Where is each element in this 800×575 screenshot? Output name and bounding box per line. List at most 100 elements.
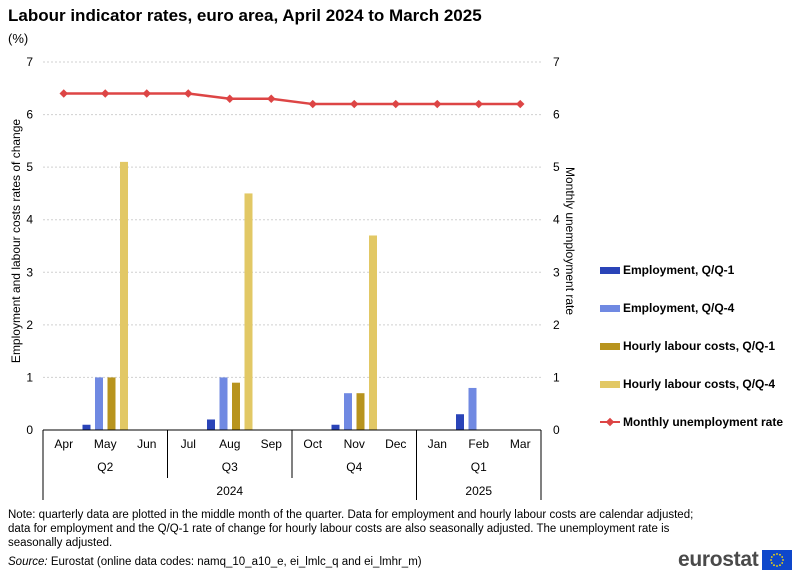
flag-star bbox=[770, 559, 773, 561]
legend-item: Monthly unemployment rate bbox=[600, 415, 783, 429]
year-label: 2024 bbox=[216, 484, 243, 498]
bar bbox=[369, 235, 377, 430]
source-text: Source: Eurostat (online data codes: nam… bbox=[8, 556, 422, 568]
flag-star bbox=[779, 564, 782, 567]
y-tick-label-left: 7 bbox=[26, 55, 33, 69]
x-tick-label: Aug bbox=[219, 437, 240, 451]
y-tick-label-right: 2 bbox=[553, 318, 560, 332]
bar bbox=[207, 419, 215, 430]
x-tick-label: Dec bbox=[385, 437, 406, 451]
eurostat-logo: eurostat bbox=[678, 548, 793, 572]
source-codes: Eurostat (online data codes: namq_10_a10… bbox=[47, 556, 422, 568]
y-tick-label-right: 4 bbox=[553, 213, 560, 227]
y-axis-title-left: Employment and labour costs rates of cha… bbox=[9, 119, 23, 363]
bar bbox=[244, 193, 253, 430]
chart-title: Labour indicator rates, euro area, April… bbox=[8, 6, 482, 25]
logo-text: eurostat bbox=[678, 548, 759, 571]
x-tick-label: Feb bbox=[468, 437, 489, 451]
x-tick-label: Jul bbox=[181, 437, 196, 451]
legend-swatch bbox=[600, 417, 620, 427]
flag-star bbox=[771, 562, 774, 564]
x-tick-label: Oct bbox=[303, 437, 322, 451]
line-point bbox=[59, 89, 68, 98]
y-tick-label-right: 5 bbox=[553, 160, 560, 174]
y-tick-label-left: 0 bbox=[26, 423, 33, 437]
legend-label: Hourly labour costs, Q/Q-1 bbox=[623, 339, 776, 353]
flag-star bbox=[776, 553, 779, 555]
line-point bbox=[225, 94, 234, 104]
series-line bbox=[63, 92, 521, 106]
x-tick-label: Apr bbox=[54, 437, 73, 451]
line-point bbox=[142, 89, 151, 98]
unit-label: (%) bbox=[8, 31, 29, 46]
quarter-label: Q4 bbox=[346, 460, 362, 474]
y-tick-label-left: 2 bbox=[26, 318, 33, 332]
eu-flag-icon bbox=[762, 550, 793, 570]
year-label: 2025 bbox=[465, 484, 492, 498]
y-tick-label-left: 3 bbox=[26, 265, 33, 279]
unemployment-line bbox=[59, 89, 525, 109]
y-tick-label-right: 0 bbox=[553, 423, 560, 437]
line-point bbox=[516, 99, 525, 109]
flag-star bbox=[779, 553, 782, 556]
bar bbox=[120, 161, 128, 430]
bar bbox=[95, 377, 103, 430]
line-point bbox=[308, 99, 317, 109]
legend-swatch bbox=[600, 266, 620, 274]
grid-lines bbox=[43, 61, 541, 378]
flag-star bbox=[781, 562, 784, 564]
quarter-label: Q1 bbox=[471, 460, 487, 474]
flag-star bbox=[781, 556, 784, 558]
x-tick-label: Jun bbox=[137, 437, 156, 451]
legend-label: Employment, Q/Q-4 bbox=[623, 301, 735, 315]
legend-swatch bbox=[600, 380, 620, 388]
y-tick-label-right: 7 bbox=[553, 55, 560, 69]
quarter-label: Q2 bbox=[97, 460, 113, 474]
y-tick-label-left: 5 bbox=[26, 160, 33, 174]
axes bbox=[42, 429, 542, 500]
y-tick-label-left: 6 bbox=[26, 108, 33, 122]
legend-swatch bbox=[600, 342, 620, 350]
legend-label: Employment, Q/Q-1 bbox=[623, 263, 735, 277]
legend-item: Employment, Q/Q-4 bbox=[600, 301, 734, 315]
line-point bbox=[267, 94, 276, 104]
bar bbox=[456, 414, 464, 430]
axis-text: 0 0 1 1 2 2 3 3 4 4 5 5 6 6 7 7 Apr May Jun Jul Aug Sep Oct Nov… bbox=[9, 55, 577, 498]
bar bbox=[344, 393, 352, 430]
y-tick-label-left: 4 bbox=[26, 213, 33, 227]
legend-item: Hourly labour costs, Q/Q-1 bbox=[600, 339, 775, 353]
y-tick-label-right: 3 bbox=[553, 265, 560, 279]
quarter-label: Q3 bbox=[222, 460, 238, 474]
x-tick-label: Sep bbox=[261, 437, 283, 451]
bar bbox=[331, 424, 340, 430]
flag-star bbox=[782, 559, 785, 561]
line-point bbox=[184, 89, 193, 98]
chart: 0 0 1 1 2 2 3 3 4 4 5 5 6 6 7 7 Apr May Jun Jul Aug Sep Oct Nov… bbox=[9, 55, 577, 500]
x-tick-label: Jan bbox=[428, 437, 447, 451]
line-point bbox=[433, 99, 442, 109]
bar bbox=[468, 387, 477, 430]
legend-label: Monthly unemployment rate bbox=[623, 415, 784, 429]
source-label: Source: bbox=[8, 556, 48, 568]
x-tick-label: May bbox=[94, 437, 117, 451]
bar bbox=[219, 377, 228, 430]
bar bbox=[82, 424, 91, 430]
line-point bbox=[391, 99, 400, 109]
bar bbox=[232, 382, 240, 430]
legend-label: Hourly labour costs, Q/Q-4 bbox=[623, 377, 776, 391]
y-tick-label-left: 1 bbox=[26, 370, 33, 384]
legend-swatch bbox=[600, 304, 620, 312]
flag-star bbox=[773, 564, 776, 567]
bar bbox=[356, 393, 365, 430]
legend-item: Hourly labour costs, Q/Q-4 bbox=[600, 377, 775, 391]
line-point bbox=[101, 89, 110, 98]
y-tick-label-right: 1 bbox=[553, 370, 560, 384]
note-text: Note: quarterly data are plotted in the … bbox=[8, 509, 694, 549]
flag-star bbox=[771, 556, 774, 558]
line-point bbox=[350, 99, 359, 109]
x-tick-label: Nov bbox=[344, 437, 365, 451]
x-tick-label: Mar bbox=[510, 437, 531, 451]
flag-star bbox=[773, 553, 776, 556]
legend-item: Employment, Q/Q-1 bbox=[600, 263, 734, 277]
bars bbox=[82, 161, 477, 430]
